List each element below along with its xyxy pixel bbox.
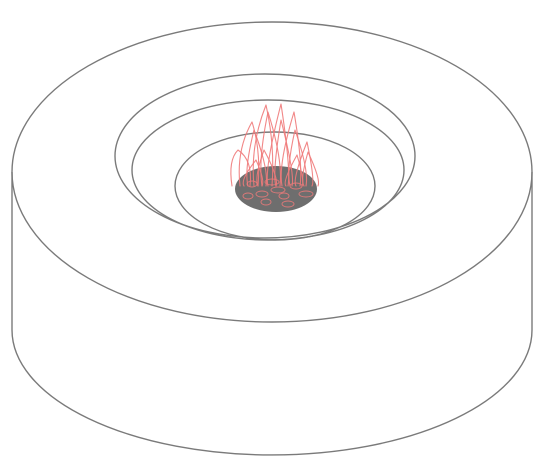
ember: [270, 186, 286, 194]
outer-wall: [11, 172, 533, 456]
ember: [281, 200, 295, 208]
flame-tongue: [246, 129, 268, 187]
flame-tongue: [256, 149, 278, 187]
flame-tongue: [284, 154, 304, 187]
flame-tongue: [230, 149, 252, 187]
flame-tongue: [252, 104, 274, 187]
coal-ellipse: [235, 166, 317, 212]
ember: [278, 192, 290, 200]
outer-rim: [11, 21, 533, 323]
flame-tongue: [242, 159, 264, 187]
ember: [260, 198, 272, 206]
flame-tongue: [260, 111, 281, 187]
inner-step-top: [114, 73, 416, 239]
ember: [255, 190, 269, 198]
flames: [230, 103, 320, 187]
flame-tongue: [294, 141, 314, 187]
flame-tongue: [288, 129, 308, 187]
ember: [242, 192, 254, 200]
inner-bowl: [174, 131, 376, 241]
ember: [298, 190, 314, 198]
